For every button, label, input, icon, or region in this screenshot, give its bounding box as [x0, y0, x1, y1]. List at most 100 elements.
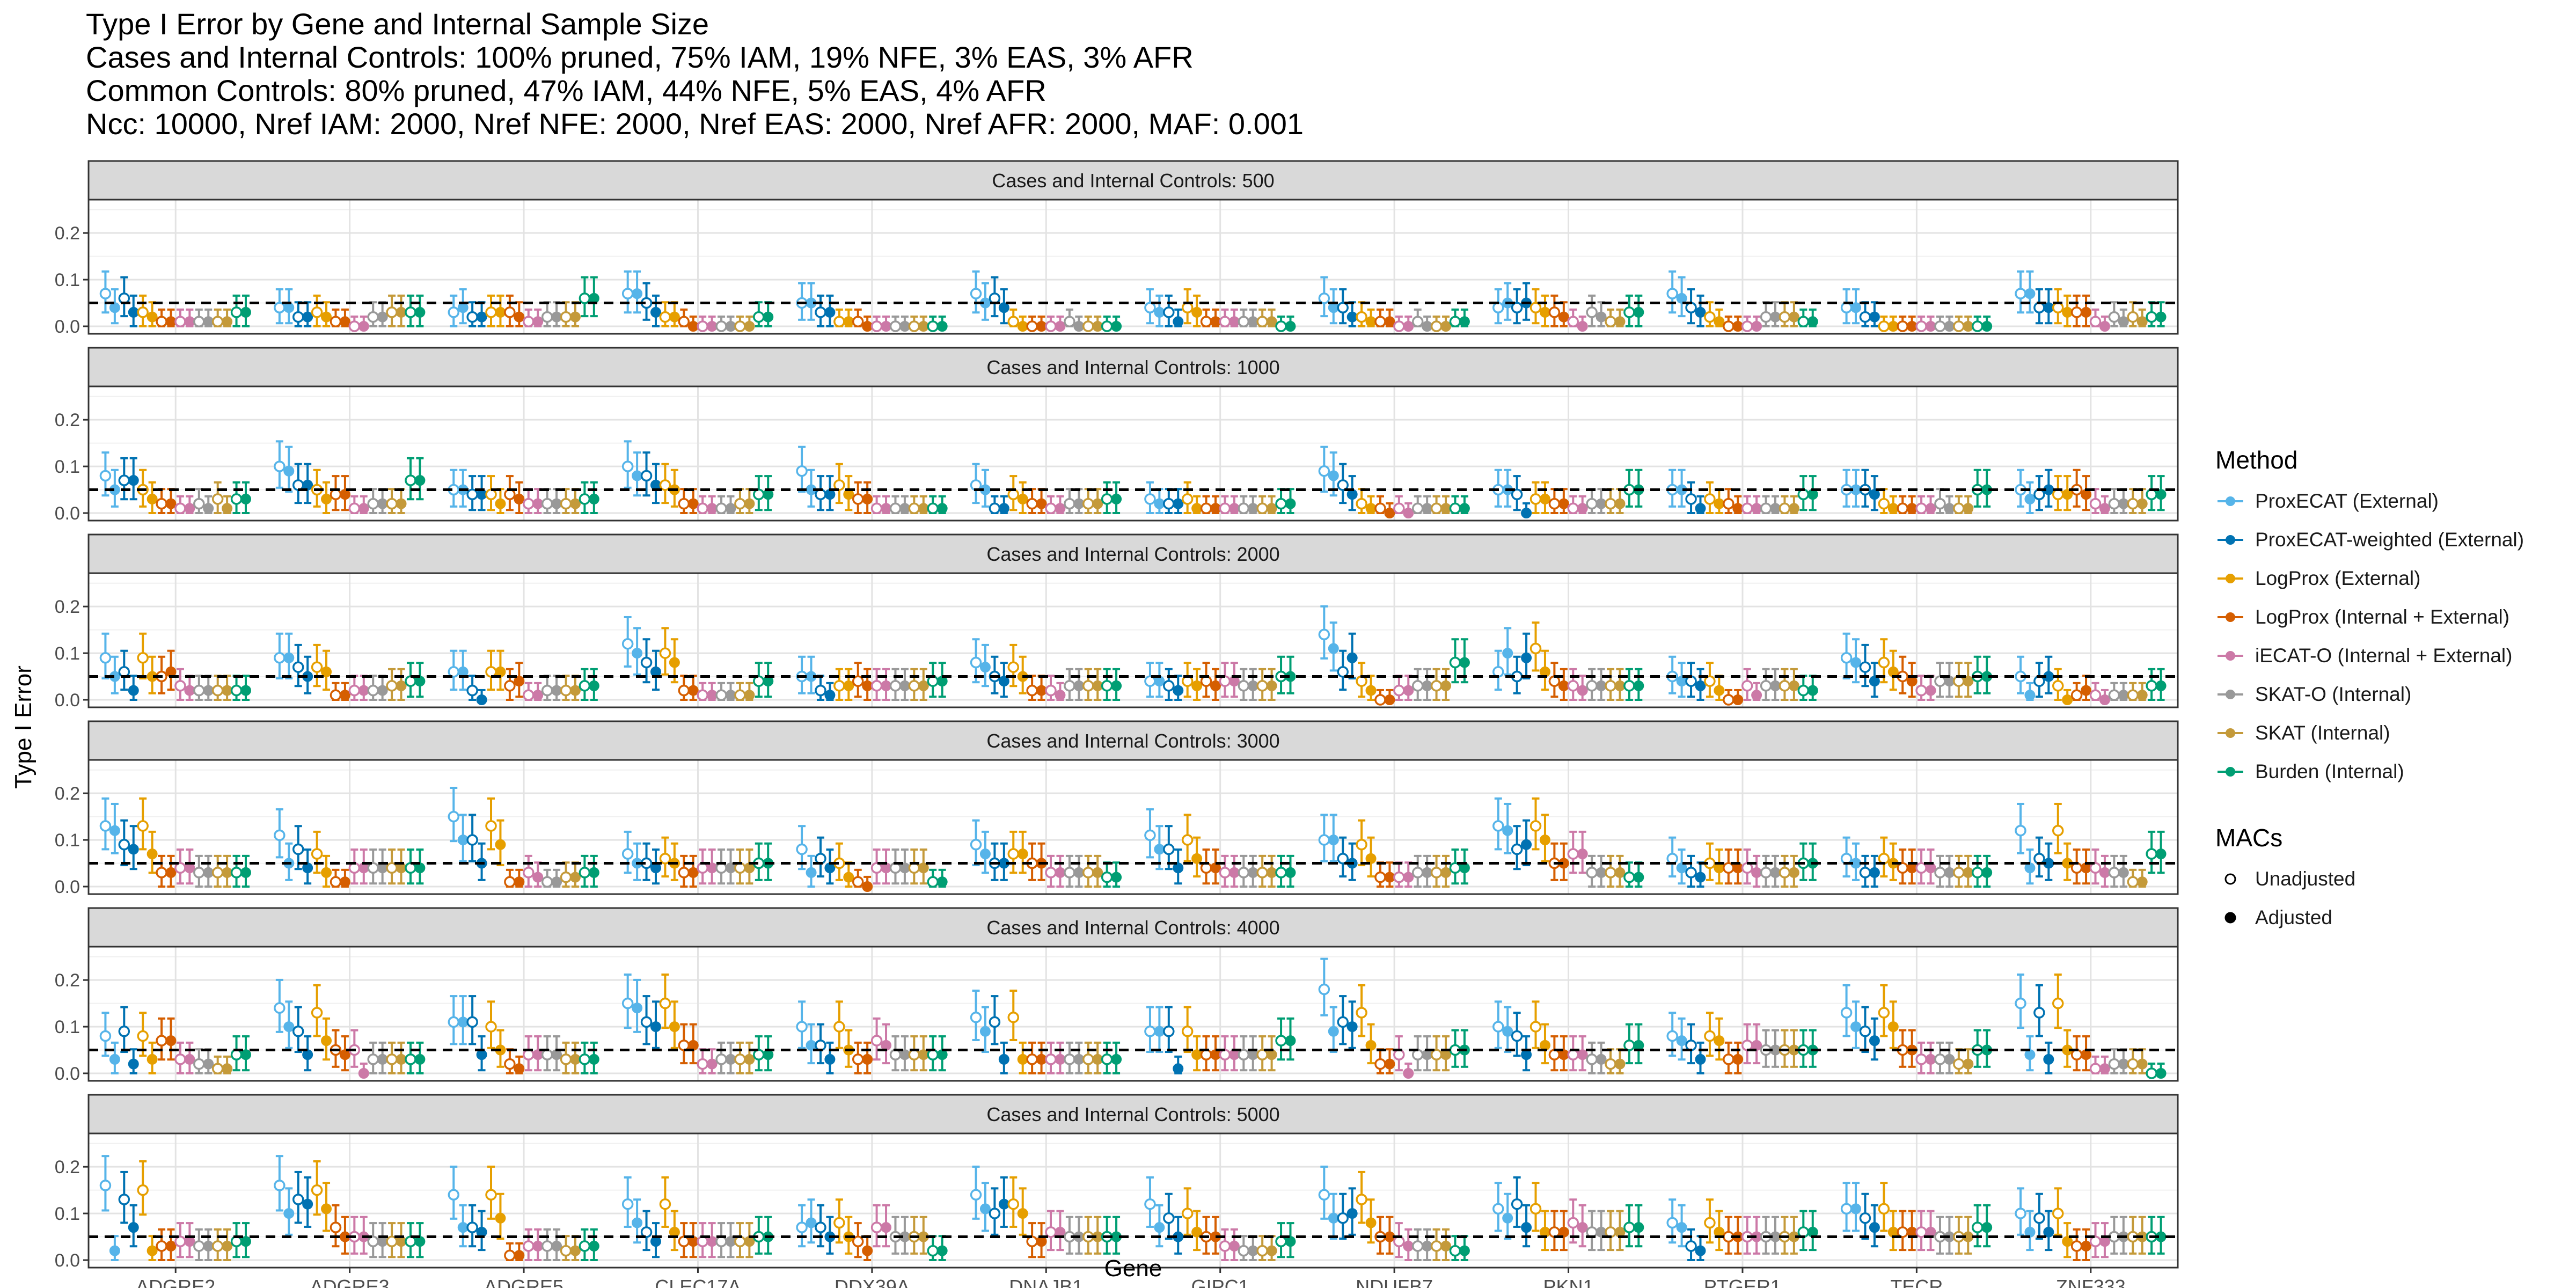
- data-point-unadjusted: [1685, 1240, 1697, 1252]
- data-point-adjusted: [1073, 867, 1085, 878]
- data-point-adjusted: [302, 1198, 313, 1210]
- data-point-unadjusted: [1064, 1053, 1075, 1065]
- data-point-unadjusted: [1779, 311, 1791, 323]
- data-point-unadjusted: [1007, 1198, 1020, 1210]
- data-point-unadjusted: [274, 1002, 286, 1014]
- data-point-adjusted: [283, 1208, 295, 1219]
- data-point-unadjusted: [1760, 867, 1772, 879]
- data-point-adjusted: [843, 680, 854, 691]
- data-point-unadjusted: [734, 320, 746, 332]
- data-point-unadjusted: [2089, 316, 2102, 328]
- legend-item-label: SKAT-O (Internal): [2255, 683, 2412, 705]
- data-point-unadjusted: [560, 497, 572, 510]
- data-point-adjusted: [998, 503, 1009, 514]
- data-point-adjusted: [1092, 867, 1103, 878]
- data-point-unadjusted: [908, 502, 920, 515]
- data-point-adjusted: [109, 1245, 120, 1256]
- data-point-adjusted: [1521, 1222, 1532, 1233]
- data-point-unadjusted: [211, 316, 224, 328]
- data-point-unadjusted: [1529, 1021, 1542, 1033]
- data-point-adjusted: [1633, 306, 1644, 318]
- data-point-unadjusted: [2089, 689, 2102, 701]
- data-point-unadjusted: [1275, 497, 1287, 510]
- data-point-adjusted: [1596, 680, 1607, 691]
- data-point-adjusted: [632, 1002, 643, 1014]
- data-point-unadjusted: [1623, 871, 1635, 883]
- data-point-unadjusted: [1430, 320, 1443, 332]
- y-tick-label: 0.0: [55, 877, 80, 897]
- data-point-adjusted: [514, 311, 525, 323]
- data-point-unadjusted: [1356, 839, 1367, 851]
- data-point-unadjusted: [466, 684, 478, 697]
- data-point-adjusted: [1328, 1212, 1339, 1224]
- data-point-unadjusted: [697, 320, 708, 332]
- data-point-unadjusted: [1275, 320, 1287, 332]
- data-point-unadjusted: [230, 493, 243, 505]
- data-point-unadjusted: [1411, 502, 1424, 515]
- data-point-adjusted: [1422, 503, 1433, 514]
- legend-item-label: ProxECAT (External): [2255, 490, 2439, 512]
- data-point-unadjusted: [448, 1016, 460, 1028]
- data-point-unadjusted: [1181, 1026, 1194, 1037]
- data-point-unadjusted: [1971, 320, 1984, 332]
- data-point-unadjusted: [2015, 288, 2026, 299]
- data-point-adjusted: [1695, 1053, 1706, 1065]
- data-point-unadjusted: [99, 820, 112, 832]
- data-point-adjusted: [302, 479, 313, 491]
- data-point-unadjusted: [1144, 1026, 1156, 1037]
- data-point-unadjusted: [211, 684, 224, 697]
- data-point-adjusted: [843, 316, 854, 327]
- data-point-unadjusted: [1878, 1007, 1890, 1019]
- data-point-unadjusted: [833, 316, 845, 328]
- legend-item: LogProx (External): [2215, 559, 2524, 598]
- facet-panel: Cases and Internal Controls: 4000 0.0 0.1 0…: [55, 907, 2179, 1084]
- data-point-unadjusted: [1859, 1026, 1871, 1037]
- data-point-unadjusted: [1529, 1203, 1542, 1215]
- data-point-unadjusted: [211, 867, 224, 879]
- facet-plot-area: [89, 1133, 2178, 1268]
- data-point-unadjusted: [405, 474, 416, 486]
- data-point-adjusted: [302, 311, 313, 323]
- data-point-unadjusted: [1723, 1053, 1735, 1065]
- data-point-adjusted: [1732, 694, 1744, 705]
- data-point-unadjusted: [466, 834, 478, 846]
- legend-item: LogProx (Internal + External): [2215, 598, 2524, 636]
- facet-border: [87, 385, 2179, 522]
- data-point-adjusted: [396, 498, 407, 509]
- data-point-adjusted: [1017, 1053, 1028, 1065]
- data-point-adjusted: [2118, 316, 2129, 327]
- data-point-adjusted: [588, 867, 599, 878]
- data-point-adjusted: [588, 493, 599, 504]
- data-point-unadjusted: [815, 1221, 826, 1233]
- data-point-adjusted: [165, 1240, 177, 1252]
- legend-item: Unadjusted: [2215, 860, 2524, 898]
- data-point-adjusted: [1440, 1240, 1452, 1252]
- data-point-adjusted: [1191, 1226, 1203, 1238]
- data-point-adjusted: [1154, 1222, 1165, 1233]
- data-point-unadjusted: [311, 1007, 323, 1019]
- data-point-adjusted: [918, 321, 929, 332]
- data-point-adjusted: [222, 503, 233, 514]
- data-point-unadjusted: [230, 684, 243, 697]
- data-point-unadjusted: [1685, 493, 1697, 505]
- data-point-adjusted: [1266, 503, 1277, 514]
- data-point-adjusted: [1154, 844, 1165, 855]
- data-point-adjusted: [2024, 288, 2036, 299]
- data-point-adjusted: [862, 493, 873, 504]
- data-point-adjusted: [1769, 311, 1781, 323]
- data-point-adjusted: [147, 311, 158, 323]
- data-point-adjusted: [128, 844, 139, 855]
- data-point-adjusted: [1869, 1222, 1880, 1233]
- data-point-unadjusted: [1953, 502, 1965, 515]
- data-point-unadjusted: [386, 306, 398, 318]
- data-point-adjusted: [1247, 316, 1258, 327]
- data-point-adjusted: [1714, 498, 1725, 509]
- data-point-adjusted: [240, 306, 251, 318]
- data-point-unadjusted: [1548, 497, 1561, 510]
- data-point-adjusted: [899, 503, 910, 514]
- data-point-unadjusted: [1666, 1217, 1678, 1229]
- data-point-adjusted: [1769, 867, 1781, 878]
- data-point-unadjusted: [230, 306, 243, 318]
- data-point-adjusted: [1247, 867, 1258, 878]
- data-point-adjusted: [669, 657, 680, 668]
